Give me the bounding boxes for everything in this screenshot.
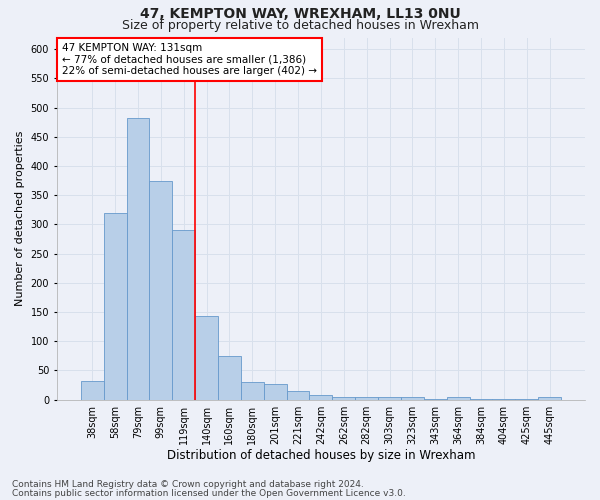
Bar	[470, 399, 493, 400]
Text: 47 KEMPTON WAY: 131sqm
← 77% of detached houses are smaller (1,386)
22% of semi-: 47 KEMPTON WAY: 131sqm ← 77% of detached…	[62, 43, 317, 76]
Bar	[310, 395, 332, 400]
Bar	[218, 356, 241, 400]
Text: Contains HM Land Registry data © Crown copyright and database right 2024.: Contains HM Land Registry data © Crown c…	[12, 480, 364, 489]
Bar	[515, 399, 538, 400]
Text: 47, KEMPTON WAY, WREXHAM, LL13 0NU: 47, KEMPTON WAY, WREXHAM, LL13 0NU	[140, 8, 460, 22]
Bar	[378, 398, 401, 400]
Text: Contains public sector information licensed under the Open Government Licence v3: Contains public sector information licen…	[12, 488, 406, 498]
Bar	[355, 398, 378, 400]
Text: Size of property relative to detached houses in Wrexham: Size of property relative to detached ho…	[121, 19, 479, 32]
Bar	[81, 381, 104, 400]
Bar	[446, 398, 470, 400]
Bar	[172, 230, 195, 400]
Bar	[332, 397, 355, 400]
Bar	[241, 382, 264, 400]
Bar	[264, 384, 287, 400]
Y-axis label: Number of detached properties: Number of detached properties	[15, 131, 25, 306]
Bar	[149, 181, 172, 400]
X-axis label: Distribution of detached houses by size in Wrexham: Distribution of detached houses by size …	[167, 450, 475, 462]
Bar	[493, 399, 515, 400]
Bar	[195, 316, 218, 400]
Bar	[287, 391, 310, 400]
Bar	[401, 398, 424, 400]
Bar	[127, 118, 149, 400]
Bar	[424, 399, 446, 400]
Bar	[104, 213, 127, 400]
Bar	[538, 397, 561, 400]
